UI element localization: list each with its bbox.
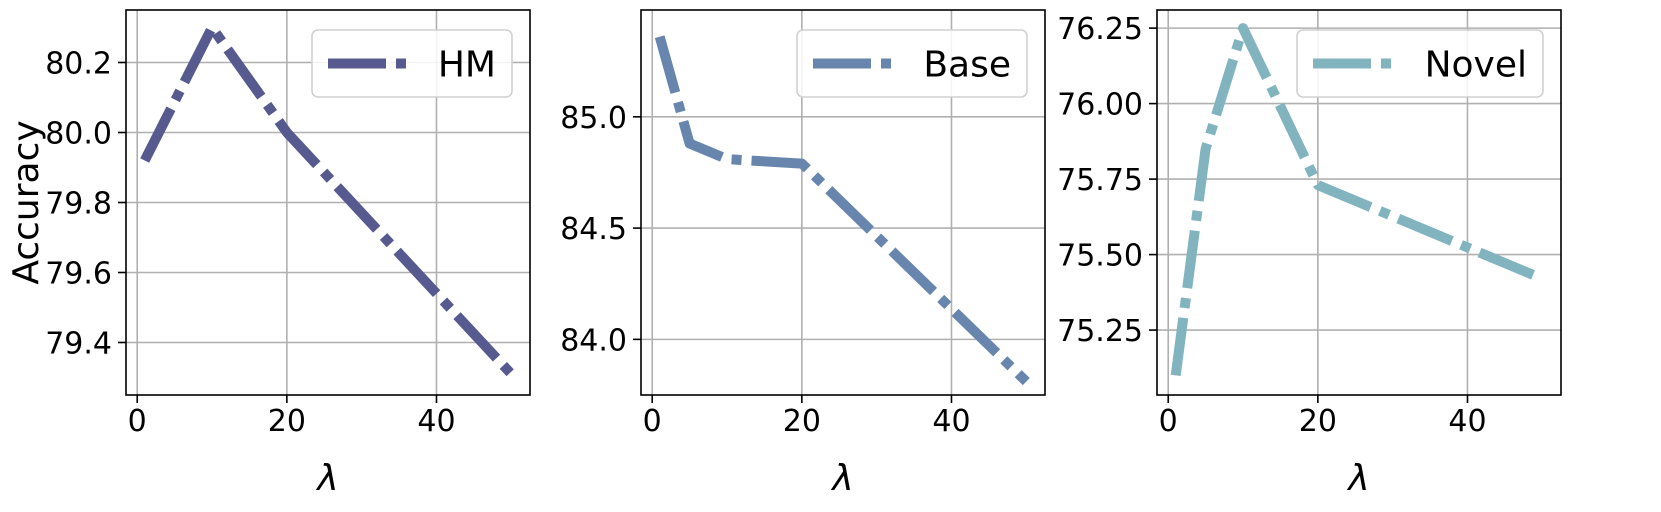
legend-box (311, 29, 513, 98)
chart-panel-2: 0 20 40 84.0 84.5 85.0 λ Base (560, 9, 1046, 499)
y-tick-label: 76.25 (1057, 12, 1143, 47)
chart-panel-1: 0 20 40 79.4 79.6 79.8 80.0 80.2 λ Accuracy HM (6, 9, 531, 499)
y-tick-label: 79.8 (45, 187, 112, 222)
axes-frame (640, 9, 1046, 396)
chart-panel-3: 0 20 40 75.25 75.50 75.75 76.00 76.25 λ Novel (1057, 9, 1562, 499)
legend-box (1296, 29, 1544, 98)
x-tick-label: 20 (1299, 404, 1337, 439)
y-tick-label: 79.4 (45, 327, 112, 362)
x-axis-label: λ (1346, 458, 1369, 499)
legend-label: Novel (1425, 45, 1527, 86)
x-tick-label: 0 (1159, 404, 1178, 439)
x-tick-label: 40 (417, 404, 455, 439)
x-axis-label: λ (315, 458, 338, 499)
y-tick-label: 75.25 (1057, 314, 1143, 349)
series-line-base (654, 35, 1030, 386)
axes-frame (1156, 9, 1562, 396)
series-line-novel (1170, 23, 1545, 377)
y-tick-label: 75.50 (1057, 239, 1143, 274)
y-tick-label: 79.6 (45, 257, 112, 292)
y-tick-label: 84.5 (560, 212, 627, 247)
x-tick-label: 0 (643, 404, 662, 439)
legend: Base (796, 29, 1028, 98)
y-tick-label: 80.2 (45, 47, 112, 82)
y-tick-label: 75.75 (1057, 163, 1143, 198)
y-axis-label: Accuracy (6, 120, 47, 284)
y-tick-label: 84.0 (560, 323, 627, 358)
x-axis-label: λ (830, 458, 853, 499)
y-tick-label: 80.0 (45, 117, 112, 152)
x-tick-label: 20 (268, 404, 306, 439)
x-tick-label: 0 (128, 404, 147, 439)
legend: Novel (1296, 29, 1544, 98)
series-line-hm (140, 22, 515, 378)
x-tick-label: 40 (1448, 404, 1486, 439)
x-tick-label: 20 (783, 404, 821, 439)
y-tick-label: 76.00 (1057, 88, 1143, 123)
y-tick-label: 85.0 (560, 101, 627, 136)
legend: HM (311, 29, 513, 98)
legend-label: Base (923, 45, 1011, 86)
legend-label: HM (438, 45, 496, 86)
x-tick-label: 40 (932, 404, 970, 439)
legend-box (796, 29, 1028, 98)
